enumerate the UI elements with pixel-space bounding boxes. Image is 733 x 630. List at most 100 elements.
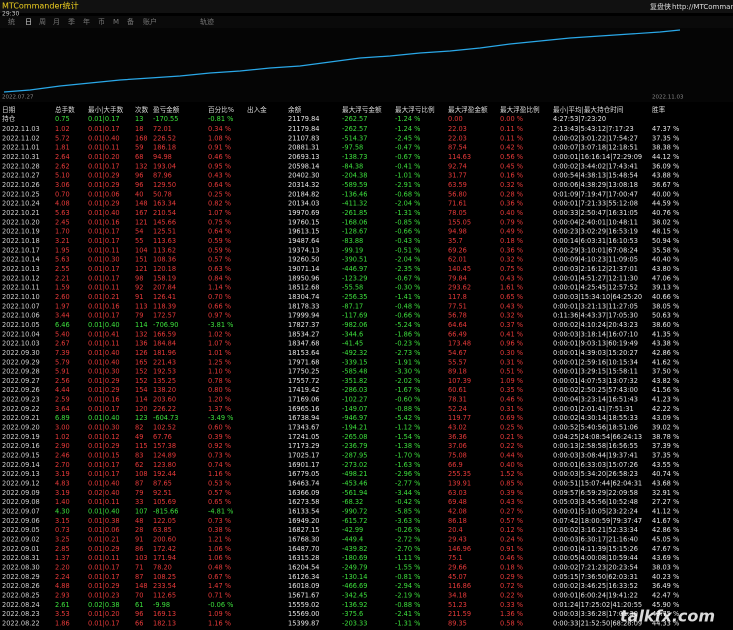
row-cell: 50.63 % <box>652 312 679 320</box>
row-cell: 82 <box>135 424 143 432</box>
row-cell: 16827.15 <box>288 526 319 534</box>
column-header: 最大浮亏金额 <box>342 105 382 114</box>
row-cell: 1.08 % <box>208 134 231 142</box>
row-date: 2022.09.19 <box>2 433 40 441</box>
row-cell: 62.01 <box>448 256 467 264</box>
row-cell: 0:00:01|4:25:45|12:57:52 <box>553 284 638 292</box>
row-cell: 41.62 % <box>652 358 679 366</box>
row-date: 2022.09.12 <box>2 480 40 488</box>
row-cell: 2.60 <box>55 293 70 301</box>
row-cell: 78.31 <box>448 396 467 404</box>
row-cell: 184.84 <box>153 340 176 348</box>
row-cell: 43.69 % <box>652 554 679 562</box>
row-cell: 0.72 % <box>500 582 523 590</box>
row-cell: 0:00:23|3:02:29|16:53:19 <box>553 228 638 236</box>
row-cell: -615.72 <box>342 517 367 525</box>
row-cell: 0.02|0.40 <box>88 489 120 497</box>
row-cell: 0.01|0.16 <box>88 302 120 310</box>
row-cell: 226.22 <box>153 405 176 413</box>
row-cell: 0:05:03|3:45:56|10:52:48 <box>553 498 638 506</box>
row-date: 2022.11.01 <box>2 144 40 152</box>
row-cell: 50.94 % <box>652 237 679 245</box>
row-date: 2022.08.24 <box>2 601 40 609</box>
row-cell: 4.44 <box>55 386 70 394</box>
row-cell: 75.08 <box>448 452 467 460</box>
row-cell: 16366.09 <box>288 489 319 497</box>
row-cell: 1.09 % <box>208 610 231 618</box>
row-cell: 52.24 <box>448 405 467 413</box>
row-cell: -589.59 <box>342 181 367 189</box>
row-cell: -2.45 % <box>395 134 420 142</box>
row-cell: 0:04:25|24:08:54|66:24:13 <box>553 433 642 441</box>
row-cell: 0:00:03|3:18:14|16:07:10 <box>553 330 638 338</box>
row-cell: 19487.64 <box>288 237 319 245</box>
row-cell: 0.73 <box>55 526 70 534</box>
row-cell: 0.66 % <box>208 302 231 310</box>
row-cell: 0.43 % <box>500 302 523 310</box>
row-cell: 47.67 % <box>652 545 679 553</box>
row-cell: 158.19 <box>153 274 176 282</box>
row-cell: 43.38 % <box>652 340 679 348</box>
column-header: 总手数 <box>55 105 75 114</box>
column-header: 最小|大手数 <box>88 105 124 114</box>
column-header: 出入金 <box>247 105 267 114</box>
row-cell: 2.21 <box>55 274 70 282</box>
row-cell: 181.96 <box>153 349 176 357</box>
row-cell: 0:00:33|2:50:47|16:31:05 <box>553 209 638 217</box>
row-cell: -492.32 <box>342 349 367 357</box>
row-cell: 40.40 % <box>652 256 679 264</box>
row-cell: -1.31 % <box>395 619 420 627</box>
row-cell: -2.04 % <box>395 200 420 208</box>
row-cell: -0.81 % <box>395 573 420 581</box>
row-cell: 44.59 % <box>652 200 679 208</box>
row-cell: 42.86 % <box>652 526 679 534</box>
row-cell: 3.00 <box>55 424 70 432</box>
row-cell: 0.34 % <box>208 125 231 133</box>
row-cell: 0:00:02|4:10:24|20:43:23 <box>553 321 638 329</box>
row-cell: 0:00:01|7:21:33|55:12:08 <box>553 200 638 208</box>
row-cell: 1.07 % <box>208 209 231 217</box>
row-cell: 35.58 % <box>652 246 679 254</box>
row-cell: 5.63 <box>55 256 70 264</box>
row-cell: 4.08 <box>55 200 70 208</box>
row-cell: 0.30 % <box>500 349 523 357</box>
row-cell: 0.74 % <box>208 461 231 469</box>
row-cell: 0:00:01|3:21:13|11:27:05 <box>553 302 638 310</box>
row-cell: 108 <box>135 470 148 478</box>
row-cell: 86 <box>135 545 143 553</box>
row-cell: 0:11:36|4:43:37|17:05:30 <box>553 312 638 320</box>
position-cell: -1.24 % <box>395 115 420 123</box>
row-cell: 0.64 % <box>208 181 231 189</box>
row-cell: 3.44 <box>55 312 70 320</box>
row-cell: 2.59 <box>55 396 70 404</box>
row-cell: 1.97 <box>55 302 70 310</box>
row-cell: 124.89 <box>153 452 176 460</box>
row-cell: 0:00:01|3:29:15|15:58:11 <box>553 368 638 376</box>
row-cell: 0.01|0.21 <box>88 293 120 301</box>
row-cell: 20881.31 <box>288 144 319 152</box>
row-cell: 165 <box>135 358 148 366</box>
row-cell: 1.14 % <box>208 284 231 292</box>
row-cell: 2.24 <box>55 573 70 581</box>
row-cell: 2.85 <box>55 545 70 553</box>
row-cell: 0.57 % <box>208 256 231 264</box>
row-cell: -41.45 <box>342 340 363 348</box>
row-cell: -344.6 <box>342 330 363 338</box>
row-cell: 17241.05 <box>288 433 319 441</box>
row-cell: 0.01|0.16 <box>88 396 120 404</box>
row-date: 2022.10.05 <box>2 321 40 329</box>
row-cell: 43.80 % <box>652 265 679 273</box>
position-cell: 0.75 <box>55 115 70 123</box>
row-cell: -0.51 % <box>395 246 420 254</box>
row-cell: 2.62 <box>55 162 70 170</box>
row-cell: 0.84 % <box>208 274 231 282</box>
row-cell: 0.32 % <box>500 181 523 189</box>
row-cell: 38.02 % <box>652 218 679 226</box>
row-cell: 17173.29 <box>288 442 319 450</box>
row-cell: 39.13 % <box>652 284 679 292</box>
equity-line <box>3 29 681 93</box>
row-cell: 0.60 % <box>208 424 231 432</box>
row-cell: 37.39 % <box>652 442 679 450</box>
